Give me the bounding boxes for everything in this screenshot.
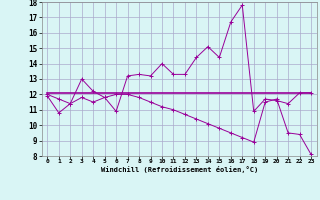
X-axis label: Windchill (Refroidissement éolien,°C): Windchill (Refroidissement éolien,°C) — [100, 166, 258, 173]
